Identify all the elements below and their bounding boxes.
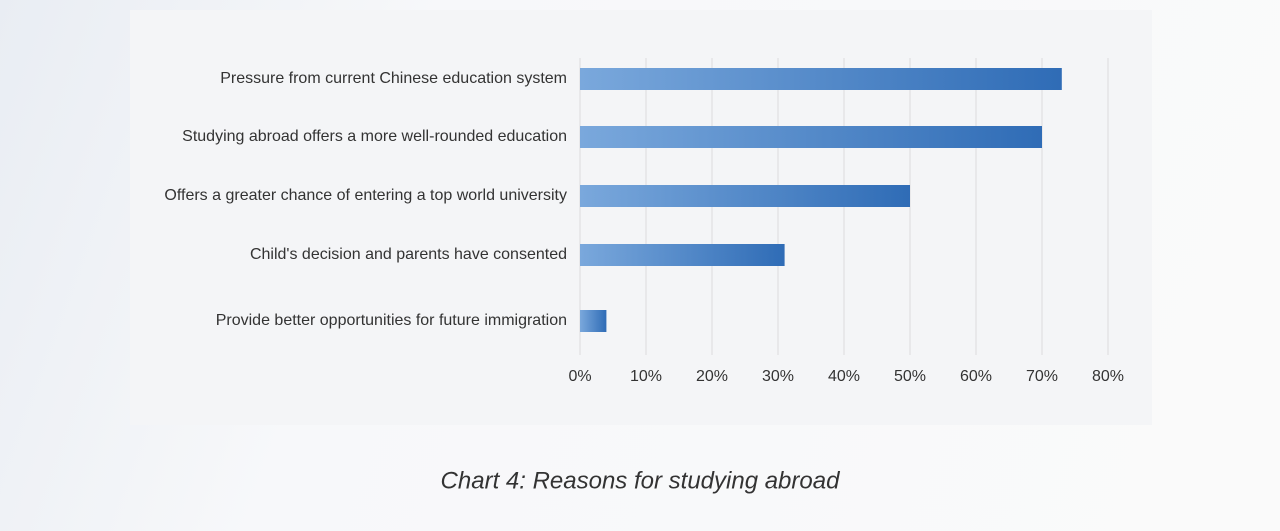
y-tick-label: Child's decision and parents have consen… (250, 246, 567, 263)
bar (580, 185, 910, 207)
y-tick-label: Provide better opportunities for future … (216, 312, 567, 329)
bar (580, 68, 1062, 90)
x-tick-label: 70% (1026, 368, 1058, 385)
bar (580, 244, 785, 266)
y-tick-label: Pressure from current Chinese education … (220, 70, 567, 87)
bar (580, 126, 1042, 148)
y-tick-label: Studying abroad offers a more well-round… (182, 128, 567, 145)
chart-title: Chart 4: Reasons for studying abroad (441, 467, 841, 494)
x-tick-label: 40% (828, 368, 860, 385)
x-tick-label: 20% (696, 368, 728, 385)
x-tick-label: 50% (894, 368, 926, 385)
x-tick-label: 60% (960, 368, 992, 385)
x-tick-label: 0% (568, 368, 591, 385)
x-tick-label: 30% (762, 368, 794, 385)
x-tick-label: 10% (630, 368, 662, 385)
y-tick-label: Offers a greater chance of entering a to… (164, 187, 567, 204)
x-tick-label: 80% (1092, 368, 1124, 385)
bar (580, 310, 607, 332)
